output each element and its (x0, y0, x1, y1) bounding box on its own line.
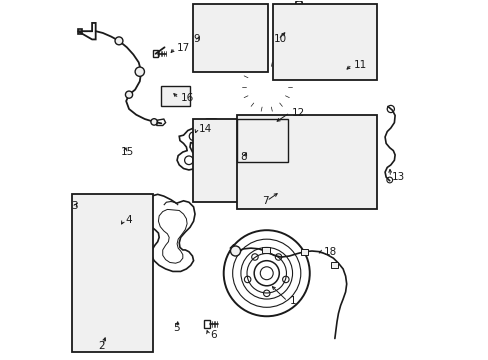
Polygon shape (237, 119, 287, 162)
Text: 18: 18 (323, 247, 336, 257)
Circle shape (122, 281, 131, 289)
Text: 5: 5 (172, 323, 179, 333)
Polygon shape (192, 4, 267, 72)
Polygon shape (301, 249, 308, 255)
Text: 12: 12 (291, 108, 305, 118)
Circle shape (83, 262, 90, 270)
Text: 10: 10 (273, 35, 286, 44)
Circle shape (212, 51, 219, 58)
Text: 3: 3 (71, 201, 78, 211)
Circle shape (151, 119, 157, 125)
Circle shape (126, 262, 133, 270)
Text: 9: 9 (193, 35, 200, 44)
Text: 13: 13 (391, 172, 405, 182)
Circle shape (135, 67, 144, 76)
Text: 6: 6 (210, 330, 217, 340)
Circle shape (203, 60, 210, 67)
Polygon shape (192, 119, 276, 202)
Polygon shape (273, 4, 376, 80)
Circle shape (104, 241, 112, 248)
Circle shape (125, 91, 132, 98)
Text: 2: 2 (98, 341, 104, 351)
Circle shape (115, 37, 122, 45)
Circle shape (230, 246, 240, 256)
Polygon shape (237, 116, 376, 209)
Text: 11: 11 (353, 59, 366, 69)
Text: 4: 4 (125, 215, 132, 225)
Text: 14: 14 (198, 124, 211, 134)
Polygon shape (330, 262, 338, 268)
Circle shape (230, 41, 236, 47)
Circle shape (122, 243, 131, 251)
Circle shape (197, 54, 205, 62)
Text: 16: 16 (180, 93, 194, 103)
Text: 1: 1 (289, 296, 295, 306)
Polygon shape (72, 194, 153, 352)
Text: 7: 7 (262, 196, 268, 206)
Circle shape (104, 284, 112, 291)
Text: 17: 17 (177, 43, 190, 53)
Polygon shape (161, 86, 190, 107)
Text: 8: 8 (240, 152, 246, 162)
Circle shape (85, 281, 93, 289)
Polygon shape (262, 247, 269, 253)
Text: 15: 15 (121, 147, 134, 157)
Circle shape (85, 243, 93, 251)
